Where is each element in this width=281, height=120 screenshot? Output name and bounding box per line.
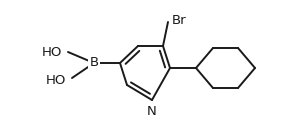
Text: HO: HO bbox=[42, 45, 62, 59]
Text: B: B bbox=[89, 57, 99, 69]
Text: N: N bbox=[147, 105, 157, 118]
Text: HO: HO bbox=[46, 73, 66, 87]
Text: Br: Br bbox=[172, 14, 187, 27]
